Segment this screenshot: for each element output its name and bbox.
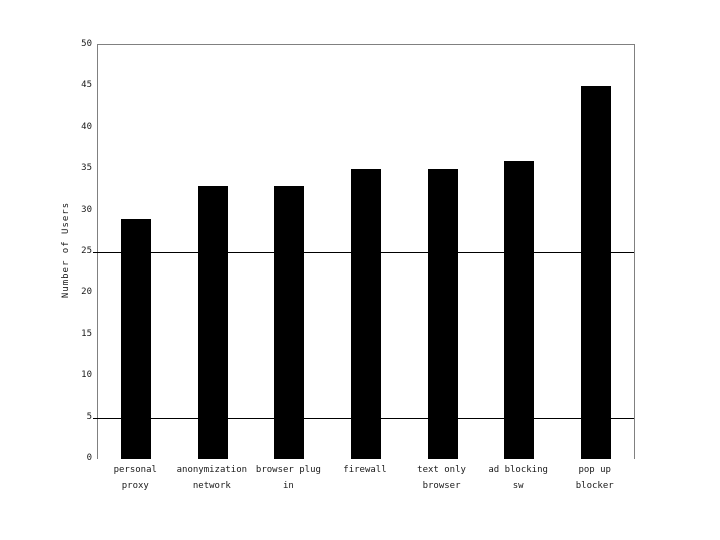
y-tick-label-20: 20 [81, 287, 92, 298]
x-category-label-3: browser plug in [255, 465, 321, 491]
x-category-label-7: pop up blocker [575, 465, 614, 491]
x-category-label-6: ad blocking sw [488, 465, 548, 491]
x-category-label-4: firewall [343, 465, 387, 475]
bar-7 [580, 86, 611, 459]
y-tick-label-0: 0 [86, 453, 92, 463]
x-category-label-5: text only browser [417, 465, 466, 491]
y-tick-label-40: 40 [81, 121, 92, 132]
bar-2 [197, 185, 228, 459]
plot-area [93, 44, 635, 459]
bar-5 [427, 169, 458, 459]
x-category-label-2: anonymization network [176, 465, 248, 491]
bar-4 [351, 169, 381, 459]
y-tick-label-10: 10 [81, 370, 92, 381]
bar-1 [121, 218, 152, 459]
y-tick-label-5: 5 [86, 411, 92, 422]
y-tick-label-15: 15 [81, 328, 92, 339]
y-tick-label-25: 25 [81, 246, 92, 256]
x-category-label-1: personal proxy [113, 465, 157, 491]
y-tick-label-45: 45 [81, 80, 92, 91]
y-tick-label-35: 35 [81, 163, 92, 174]
bar-3 [274, 185, 305, 459]
bar-6 [504, 160, 535, 459]
y-tick-label-30: 30 [81, 204, 92, 215]
y-tick-label-50: 50 [81, 39, 92, 49]
